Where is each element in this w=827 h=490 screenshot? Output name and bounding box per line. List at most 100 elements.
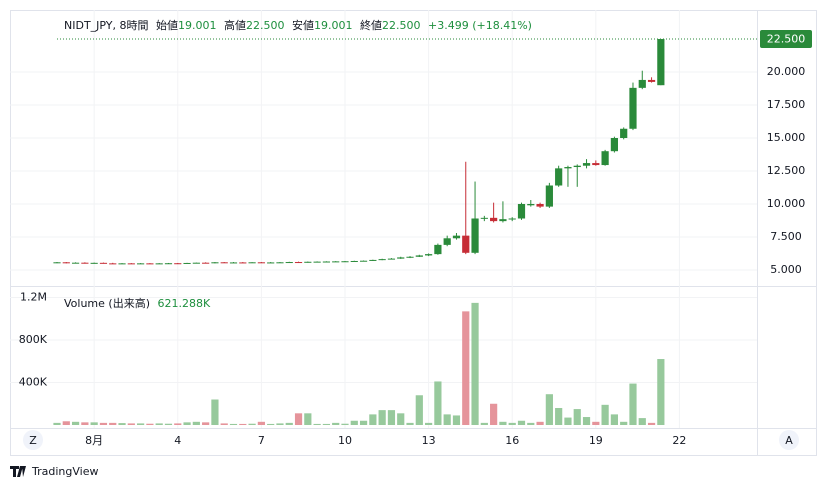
volume-bar <box>164 423 173 425</box>
candle-body <box>248 262 256 264</box>
last-price-tag <box>760 30 812 49</box>
time-tick-label: 4 <box>174 434 181 447</box>
volume-bar <box>257 421 265 425</box>
candle-body <box>592 163 600 166</box>
volume-bar <box>564 417 572 425</box>
candle-body <box>127 263 135 265</box>
volume-bar <box>229 423 238 425</box>
candle-body <box>517 203 526 219</box>
volume-bar <box>415 395 423 425</box>
volume-bar <box>239 423 247 425</box>
open-value: 19.001 <box>178 19 217 32</box>
volume-bar <box>220 423 228 425</box>
price-tick-label: 7.500 <box>770 230 802 243</box>
volume-legend: Volume (出来高) 621.288K <box>64 296 211 310</box>
change: +3.499 (+18.41%) <box>428 19 532 32</box>
volume-tick-label: 1.2M <box>20 291 47 304</box>
volume-bar <box>425 422 433 425</box>
volume-bar <box>378 410 386 425</box>
last-price-label: 22.500 <box>767 33 806 46</box>
candle-body <box>211 262 219 264</box>
volume-bar <box>146 423 154 425</box>
volume-bar <box>99 422 108 425</box>
volume-label: Volume (出来高) <box>64 296 150 310</box>
volume-bar <box>109 422 117 425</box>
volume-bar <box>480 422 488 425</box>
brand[interactable]: TradingView <box>10 465 98 478</box>
button-bg[interactable] <box>23 430 43 450</box>
volume-bar <box>183 422 191 425</box>
candle-body <box>415 255 423 257</box>
plot: 5.000 7.500 10.000 12.500 15.000 17.500 20.000… <box>10 10 812 447</box>
volume-bar <box>322 423 331 425</box>
price-tick-label: 17.500 <box>767 98 806 111</box>
candle-body <box>192 262 200 264</box>
volume-bar <box>471 302 479 425</box>
candle-body <box>443 238 451 245</box>
candle-body <box>62 262 70 264</box>
candle-body <box>387 258 396 260</box>
volume-bar <box>620 421 628 425</box>
volume-bar <box>127 423 135 425</box>
candle-body <box>229 262 238 264</box>
volume-bar <box>276 423 284 425</box>
volume-bar <box>517 420 526 425</box>
volume-bar <box>211 399 219 425</box>
low-label: 安値 <box>292 18 314 32</box>
candle-body <box>220 262 228 264</box>
candle-body <box>109 263 117 265</box>
candle-body <box>527 203 535 206</box>
auto-button[interactable]: A <box>779 430 799 450</box>
button-bg[interactable] <box>779 430 799 450</box>
time-tick-label: 10 <box>338 434 352 447</box>
candle-body <box>545 185 553 207</box>
high-value: 22.500 <box>246 19 285 32</box>
volume-bar <box>285 422 293 425</box>
candle-body <box>629 87 637 129</box>
candle-body <box>146 263 154 265</box>
candle-body <box>555 168 563 186</box>
candle-body <box>341 261 349 263</box>
volume-bar <box>657 359 665 425</box>
volume-bar <box>434 381 442 425</box>
volume-bar <box>406 422 414 425</box>
volume-bar <box>53 422 61 425</box>
candle-body <box>425 254 433 256</box>
volume-bar <box>192 421 200 425</box>
brand-name[interactable]: TradingView <box>31 465 98 478</box>
symbol: NIDT_JPY, 8時間 <box>64 19 149 32</box>
volume-tick-label: 400K <box>19 376 48 389</box>
candle-body <box>573 165 581 168</box>
candle-body <box>174 263 182 265</box>
time-tick-label: 19 <box>589 434 603 447</box>
zoom-button[interactable]: Z <box>23 430 43 450</box>
button-label[interactable]: Z <box>29 434 37 447</box>
volume-bar <box>387 410 396 425</box>
volume-bar <box>369 414 377 425</box>
volume-bar <box>248 423 256 425</box>
candle-body <box>406 256 414 258</box>
open-label: 始値 <box>156 18 178 32</box>
candle-body <box>508 218 516 220</box>
volume-bar <box>452 415 461 425</box>
candle-body <box>285 262 293 264</box>
price-tick-label: 15.000 <box>767 131 806 144</box>
candle-body <box>369 259 377 261</box>
brand-logo[interactable] <box>10 466 26 477</box>
candle-body <box>137 263 145 265</box>
volume-bar <box>573 409 581 425</box>
candle-body <box>536 203 544 207</box>
candle-body <box>239 262 247 264</box>
candle-body <box>471 218 479 253</box>
time-tick-label: 7 <box>258 434 265 447</box>
volume-bar <box>638 418 646 425</box>
button-label[interactable]: A <box>785 434 793 447</box>
candle-body <box>99 262 108 264</box>
price-tick-label: 12.500 <box>767 164 806 177</box>
volume-bar <box>71 421 80 425</box>
volume-bar <box>555 408 563 425</box>
volume-bar <box>62 421 70 425</box>
candle-body <box>267 262 275 264</box>
candle-body <box>294 262 303 264</box>
